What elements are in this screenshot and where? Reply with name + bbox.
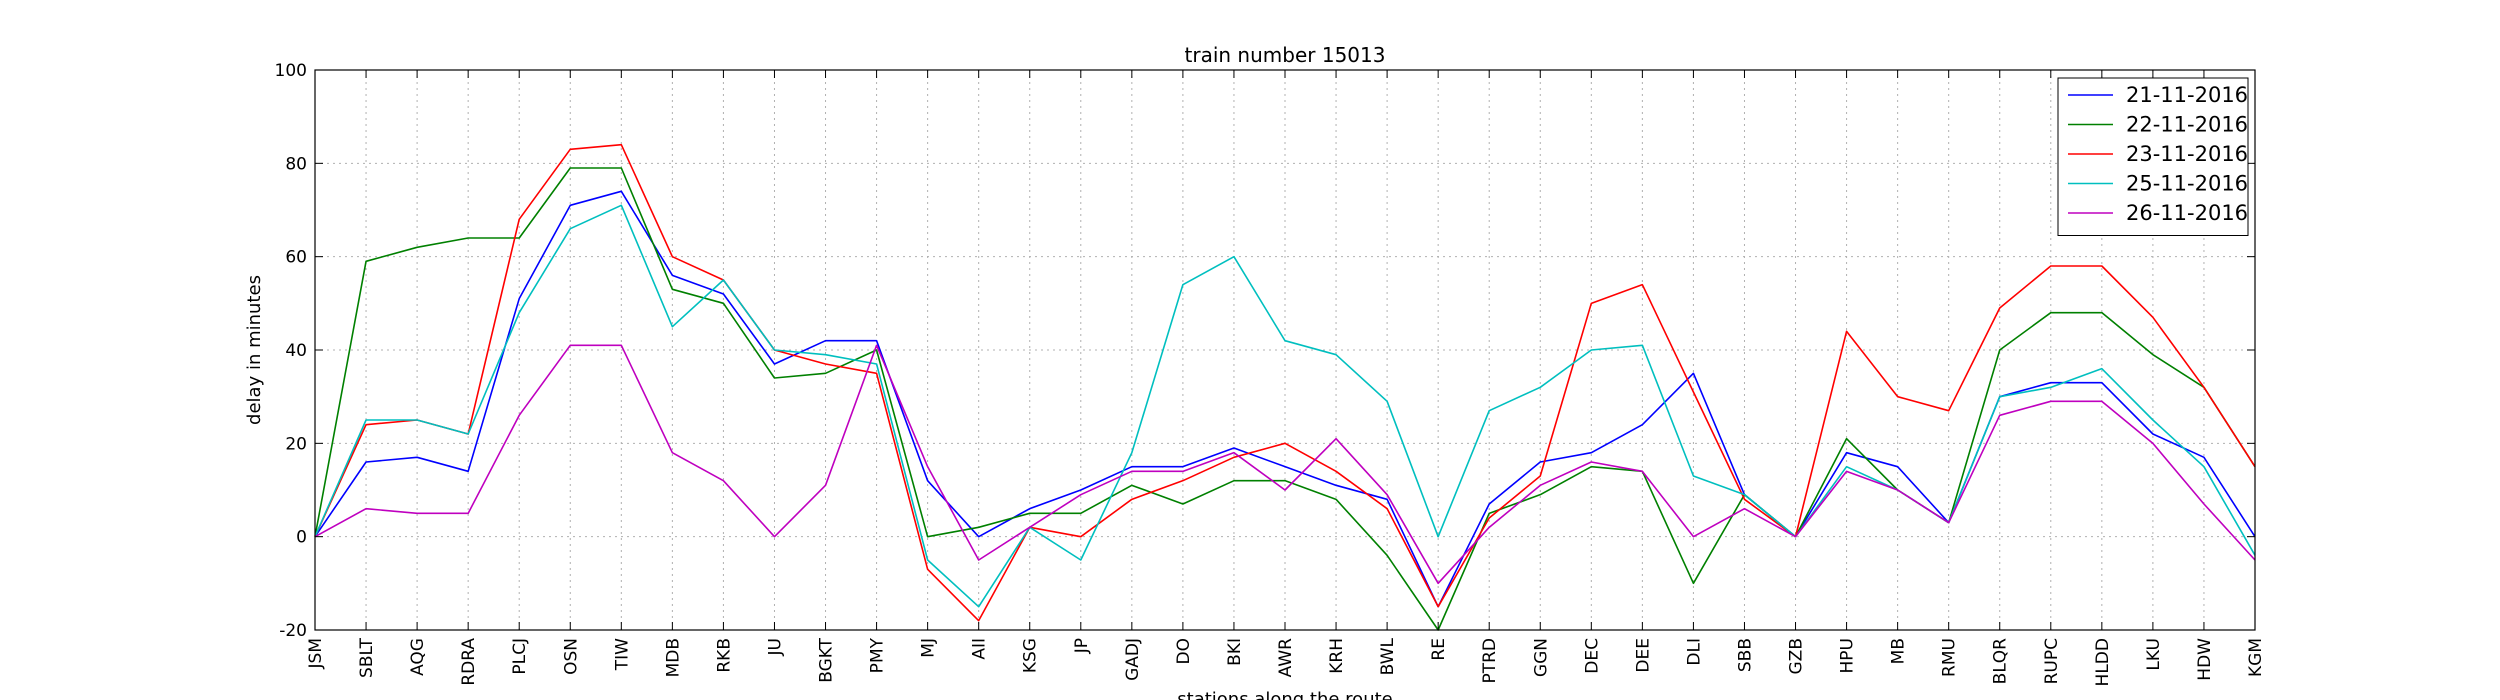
- x-tick-label: JU: [765, 638, 785, 656]
- x-tick-label: GGN: [1531, 638, 1551, 677]
- y-tick-label: 40: [285, 341, 307, 361]
- legend: 21-11-2016 22-11-2016 23-11-2016 25-11-2016…: [2057, 77, 2249, 236]
- x-tick-label: RUPC: [2042, 638, 2062, 684]
- x-tick-label: LKU: [2144, 638, 2164, 671]
- x-tick-label: OSN: [561, 638, 581, 675]
- legend-entry: 22-11-2016: [2126, 113, 2248, 137]
- x-axis-label: stations along the route: [1177, 689, 1392, 700]
- y-axis-label: delay in minutes: [244, 275, 265, 425]
- legend-entry: 21-11-2016: [2126, 83, 2248, 107]
- y-tick-label: 20: [285, 434, 307, 454]
- x-tick-label: AQG: [408, 638, 428, 676]
- x-tick-label: PTRD: [1480, 638, 1500, 684]
- y-tick-label: 100: [275, 61, 307, 81]
- series-line-22-11-2016: [314, 167, 2256, 631]
- x-tick-label: RKB: [714, 638, 734, 673]
- series-line-23-11-2016: [314, 143, 2256, 622]
- x-tick-label: KRH: [1327, 638, 1347, 674]
- legend-box: [2057, 77, 2249, 236]
- x-tick-label: RMU: [1940, 638, 1960, 677]
- x-tick-label: DEE: [1633, 638, 1653, 673]
- chart-title: train number 15013: [1185, 43, 1386, 67]
- y-tick-label: 0: [296, 528, 307, 548]
- x-tick-label: DO: [1174, 638, 1194, 664]
- x-tick-label: GZB: [1787, 638, 1807, 674]
- legend-entry: 23-11-2016: [2126, 142, 2248, 166]
- y-tick-label: -20: [279, 621, 307, 641]
- x-tick-label: MDB: [663, 638, 683, 677]
- series-line-21-11-2016: [314, 190, 2256, 608]
- x-tick-label: PLCJ: [510, 638, 530, 675]
- x-tick-label: JSM: [306, 638, 326, 669]
- legend-entry: 25-11-2016: [2126, 172, 2248, 196]
- x-tick-label: MB: [1889, 638, 1909, 664]
- legend-entry: 26-11-2016: [2126, 201, 2248, 225]
- x-tick-label: BWL: [1378, 637, 1398, 675]
- y-tick-label: 80: [285, 154, 307, 174]
- x-tick-label: RDRA: [459, 638, 479, 686]
- x-tick-label: BLQR: [1991, 638, 2011, 685]
- x-tick-label: KSG: [1021, 638, 1041, 673]
- x-tick-label: HDW: [2195, 638, 2215, 681]
- x-tick-label: BGKT: [817, 637, 837, 682]
- x-tick-label: AWR: [1276, 638, 1296, 678]
- x-tick-label: DEC: [1582, 638, 1602, 674]
- y-tick-label: 60: [285, 248, 307, 268]
- x-tick-label: RE: [1429, 638, 1449, 661]
- x-tick-label: KGM: [2246, 638, 2266, 677]
- x-tick-label: GADJ: [1123, 638, 1143, 681]
- x-tick-label: PMY: [868, 637, 888, 673]
- y-axis-ticks: -20 0 20 40 60 80 100: [275, 61, 2255, 641]
- x-axis-ticks: JSM SBLT AQG RDRA PLCJ OSN TIW MDB RKB JU BGKT PMY M…: [306, 70, 2266, 686]
- series-lines: [314, 143, 2256, 631]
- x-tick-label: DLI: [1684, 638, 1704, 666]
- grid: [314, 69, 2256, 631]
- x-tick-label: MJ: [919, 638, 939, 658]
- x-tick-label: TIW: [612, 638, 632, 671]
- x-tick-label: SBLT: [357, 637, 377, 678]
- x-tick-label: AII: [970, 638, 990, 660]
- x-tick-label: SBB: [1735, 638, 1755, 672]
- x-tick-label: BKI: [1225, 638, 1245, 666]
- x-tick-label: JP: [1072, 638, 1092, 654]
- x-tick-label: HLDD: [2093, 638, 2113, 686]
- series-line-26-11-2016: [314, 344, 2256, 585]
- x-tick-label: HPU: [1838, 638, 1858, 673]
